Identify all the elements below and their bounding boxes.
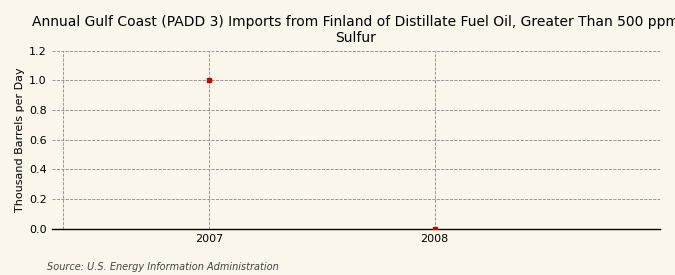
Title: Annual Gulf Coast (PADD 3) Imports from Finland of Distillate Fuel Oil, Greater : Annual Gulf Coast (PADD 3) Imports from … xyxy=(32,15,675,45)
Text: Source: U.S. Energy Information Administration: Source: U.S. Energy Information Administ… xyxy=(47,262,279,272)
Y-axis label: Thousand Barrels per Day: Thousand Barrels per Day xyxy=(15,67,25,212)
